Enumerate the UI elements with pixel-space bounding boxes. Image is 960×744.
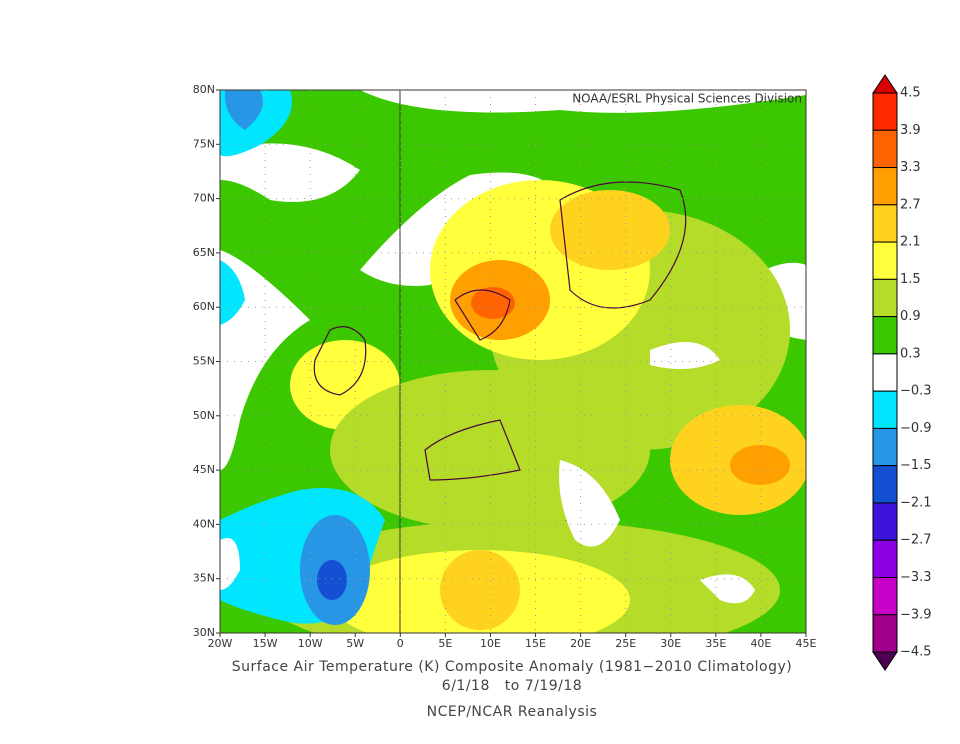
lat-label: 80N	[193, 83, 215, 96]
data-source: NCEP/NCAR Reanalysis	[427, 704, 598, 720]
lat-label: 70N	[193, 192, 215, 205]
colorbar-label: 2.1	[900, 235, 921, 250]
credit: NOAA/ESRL Physical Sciences Division	[572, 92, 802, 106]
lon-label: 10E	[480, 637, 501, 650]
colorbar-label: −2.1	[900, 495, 932, 510]
colorbar-label: 0.9	[900, 309, 921, 324]
colorbar-box	[872, 167, 898, 206]
lon-label: 15W	[253, 637, 278, 650]
lat-label: 65N	[193, 246, 215, 259]
colorbar-label: 2.7	[900, 197, 921, 212]
colorbar-label: 1.5	[900, 272, 921, 287]
colorbar-label: 3.3	[900, 160, 921, 175]
lon-label: 30E	[660, 637, 681, 650]
colorbar-box	[872, 427, 898, 467]
coastline	[313, 181, 687, 481]
field-white	[220, 90, 806, 113]
field-white	[220, 143, 360, 202]
colorbar-label: 3.9	[900, 123, 921, 138]
colorbar-box	[872, 577, 898, 616]
colorbar-box	[872, 92, 898, 131]
field-cyan	[220, 260, 245, 325]
colorbar-box	[872, 353, 898, 392]
colorbar-label: −3.3	[900, 570, 932, 585]
colorbar-arrow	[872, 651, 898, 671]
lon-label: 25E	[615, 637, 636, 650]
field-blue	[225, 90, 263, 130]
colorbar-label: −4.5	[900, 645, 932, 660]
lon-label: 40E	[750, 637, 771, 650]
colorbar-label: 0.3	[900, 346, 921, 361]
colorbar-box	[872, 129, 898, 169]
lon-label: 0	[397, 637, 404, 650]
lon-label: 45E	[796, 637, 817, 650]
field-dark-blue	[317, 560, 347, 600]
colorbar-box	[872, 539, 898, 579]
lat-label: 75N	[193, 137, 215, 150]
colorbar-box	[872, 204, 898, 243]
lon-label: 20W	[208, 637, 233, 650]
colorbar-arrow	[872, 74, 898, 94]
field-gold	[550, 190, 670, 270]
colorbar-box	[872, 241, 898, 280]
map-title: Surface Air Temperature (K) Composite An…	[232, 659, 792, 675]
colorbar-box	[872, 316, 898, 355]
lat-label: 60N	[193, 300, 215, 313]
colorbar-label: −0.3	[900, 384, 932, 399]
colorbar-box	[872, 502, 898, 541]
lat-label: 30N	[193, 626, 215, 639]
lat-label: 35N	[193, 572, 215, 585]
lon-label: 35E	[705, 637, 726, 650]
field-white	[220, 250, 310, 470]
lon-label: 10W	[298, 637, 323, 650]
lon-label: 5W	[346, 637, 364, 650]
lat-label: 40N	[193, 517, 215, 530]
field-red-orange	[471, 287, 515, 319]
field-gold	[440, 550, 520, 630]
date-range: 6/1/18 to 7/19/18	[442, 678, 582, 694]
lat-label: 50N	[193, 409, 215, 422]
colorbar-label: −2.7	[900, 533, 932, 548]
field-white	[700, 574, 755, 604]
lat-label: 55N	[193, 355, 215, 368]
field-orange	[730, 445, 790, 485]
colorbar-box	[872, 390, 898, 429]
field-white	[650, 342, 720, 369]
colorbar-label: 4.5	[900, 86, 921, 101]
colorbar-label: −1.5	[900, 458, 932, 473]
lat-label: 45N	[193, 463, 215, 476]
colorbar-label: −0.9	[900, 421, 932, 436]
colorbar-box	[872, 614, 898, 653]
lon-label: 5E	[438, 637, 452, 650]
colorbar-label: −3.9	[900, 607, 932, 622]
anomaly-field	[220, 90, 806, 633]
field-white	[220, 538, 240, 590]
colorbar-box	[872, 278, 898, 318]
lon-label: 15E	[525, 637, 546, 650]
lon-label: 20E	[570, 637, 591, 650]
field-white	[559, 460, 620, 547]
colorbar-box	[872, 465, 898, 504]
